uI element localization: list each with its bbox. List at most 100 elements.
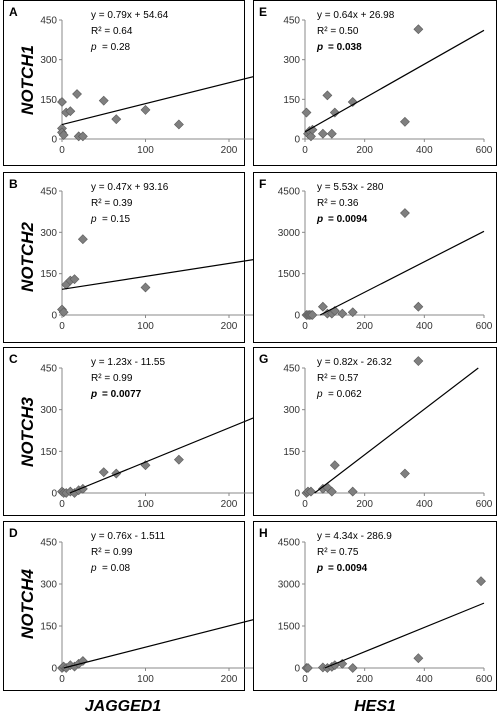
x-tick-label: 0 <box>59 321 65 332</box>
x-tick-label: 100 <box>137 674 154 685</box>
x-tick-label: 200 <box>356 321 373 332</box>
y-tick-label: 3000 <box>278 228 301 239</box>
trend-line <box>314 367 479 494</box>
panel-border <box>3 0 245 166</box>
column-label-hes1: HES1 <box>354 698 396 715</box>
row-label-notch4: NOTCH4 <box>18 569 37 639</box>
data-point <box>306 131 316 142</box>
r-squared-label: R² = 0.39 <box>91 198 133 209</box>
y-tick-label: 150 <box>40 447 57 458</box>
data-point <box>72 89 82 99</box>
x-tick-label: 600 <box>476 321 493 332</box>
panel-f: F 0 1500 3000 4500 0 200 400 600 y = 5.53x - 280 R… <box>253 172 497 343</box>
r-squared-label: R² = 0.36 <box>317 198 359 209</box>
panel-letter: B <box>9 177 18 191</box>
panel-border <box>253 347 497 516</box>
p-value-label: = 0.28 <box>102 42 131 53</box>
data-point <box>400 116 410 127</box>
data-point <box>329 107 340 118</box>
y-tick-label: 300 <box>283 55 300 66</box>
y-tick-label: 3000 <box>278 580 301 591</box>
p-value-label: = 0.0094 <box>328 214 368 225</box>
panel-e: E 0 150 300 450 0 200 400 600 y = 0.64x + 26.98 R²… <box>253 0 497 166</box>
data-point <box>77 234 88 245</box>
x-tick-label: 400 <box>416 499 433 510</box>
y-tick-label: 300 <box>40 228 57 239</box>
panel-letter: F <box>259 177 266 191</box>
y-tick-label: 450 <box>283 16 300 27</box>
column-label-jagged1: JAGGED1 <box>85 698 162 715</box>
r-squared-label: R² = 0.50 <box>317 26 359 37</box>
y-tick-label: 4500 <box>278 187 301 198</box>
y-tick-label: 0 <box>51 489 57 500</box>
x-tick-label: 200 <box>356 499 373 510</box>
x-tick-label: 0 <box>59 499 65 510</box>
data-point <box>98 95 109 106</box>
equation-label: y = 0.47x + 93.16 <box>91 182 169 193</box>
panel-border <box>253 521 497 691</box>
data-point <box>58 307 69 318</box>
data-point <box>326 128 337 139</box>
x-tick-label: 0 <box>302 499 308 510</box>
data-point <box>413 301 424 312</box>
data-point <box>413 24 424 35</box>
y-tick-label: 150 <box>283 447 300 458</box>
x-tick-label: 0 <box>302 674 308 685</box>
panel-letter: D <box>9 526 18 540</box>
p-symbol: p <box>316 42 323 53</box>
x-tick-label: 0 <box>302 145 308 156</box>
y-tick-label: 0 <box>294 664 300 675</box>
panel-letter: G <box>259 352 268 366</box>
panel-c: C01503004500100200300400y = 1.23x - 11.5… <box>3 347 405 516</box>
p-symbol: p <box>90 214 97 225</box>
r-squared-label: R² = 0.99 <box>91 373 133 384</box>
y-tick-label: 1500 <box>278 269 301 280</box>
y-tick-label: 0 <box>294 311 300 322</box>
panel-letter: E <box>259 5 267 19</box>
x-tick-label: 200 <box>221 321 238 332</box>
data-point <box>173 454 184 465</box>
x-tick-label: 0 <box>59 145 65 156</box>
p-value-label: = 0.15 <box>102 214 131 225</box>
data-point <box>140 282 151 293</box>
x-tick-label: 200 <box>356 145 373 156</box>
p-symbol: p <box>90 389 97 400</box>
y-tick-label: 0 <box>294 135 300 146</box>
y-tick-label: 1500 <box>278 622 301 633</box>
equation-label: y = 5.53x - 280 <box>317 182 384 193</box>
equation-label: y = 0.82x - 26.32 <box>317 357 392 368</box>
y-tick-label: 300 <box>40 580 57 591</box>
y-tick-label: 450 <box>40 364 57 375</box>
r-squared-label: R² = 0.57 <box>317 373 359 384</box>
panel-a: A01503004500100200300400y = 0.79x + 54.6… <box>3 0 405 166</box>
y-tick-label: 4500 <box>278 538 301 549</box>
p-symbol: p <box>316 389 323 400</box>
data-point <box>301 107 312 118</box>
y-tick-label: 150 <box>283 95 300 106</box>
data-point <box>329 460 340 471</box>
panel-border <box>253 172 497 343</box>
y-tick-label: 0 <box>51 664 57 675</box>
equation-label: y = 4.34x - 286.9 <box>317 531 392 542</box>
r-squared-label: R² = 0.99 <box>91 547 133 558</box>
data-point <box>326 486 337 497</box>
data-point <box>173 119 184 130</box>
data-point <box>347 663 358 673</box>
data-point <box>306 486 316 497</box>
y-tick-label: 150 <box>40 95 57 106</box>
data-point <box>57 97 67 107</box>
data-point <box>317 128 328 139</box>
p-value-label: = 0.0094 <box>328 563 368 574</box>
x-tick-label: 200 <box>221 145 238 156</box>
data-point <box>476 576 486 587</box>
x-tick-label: 100 <box>137 145 154 156</box>
data-point <box>303 663 313 673</box>
data-point <box>347 307 358 318</box>
equation-label: y = 1.23x - 11.55 <box>91 357 165 368</box>
row-label-notch2: NOTCH2 <box>18 222 37 292</box>
panel-d: D01503004500100200300400y = 0.76x - 1.51… <box>3 521 405 691</box>
row-label-notch3: NOTCH3 <box>18 397 37 467</box>
data-point <box>307 124 318 135</box>
y-tick-label: 450 <box>283 364 300 375</box>
